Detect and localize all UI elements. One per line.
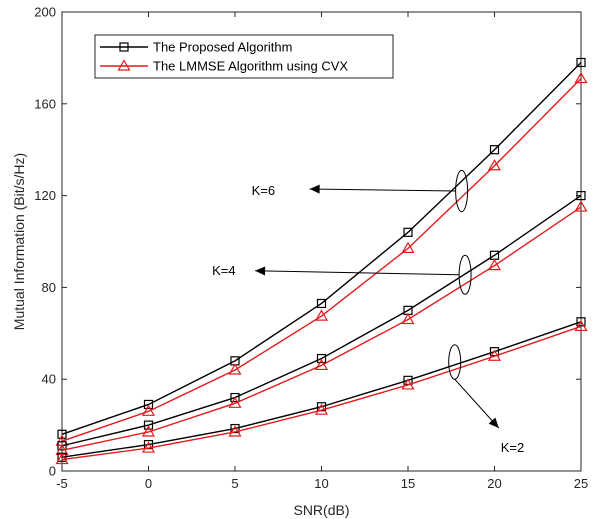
data-point <box>401 312 415 325</box>
data-point <box>314 309 329 321</box>
x-tick-label: 0 <box>145 476 152 491</box>
legend-item: The Proposed Algorithm <box>100 40 292 55</box>
data-point <box>228 425 242 437</box>
data-point <box>314 403 329 415</box>
y-tick-label: 40 <box>42 372 56 387</box>
x-tick-label: 5 <box>231 476 238 491</box>
legend-label: The Proposed Algorithm <box>153 40 292 55</box>
data-point <box>489 145 500 155</box>
series-line <box>61 325 582 461</box>
annotation-arrow-head <box>255 266 266 276</box>
x-tick-label: 20 <box>487 476 501 491</box>
data-point <box>228 363 242 375</box>
data-point <box>316 298 327 309</box>
annotation-label: K=2 <box>501 440 524 455</box>
data-point <box>316 353 327 364</box>
annotation-k6: K=6 <box>252 169 469 213</box>
series-k2-triangle <box>55 319 588 465</box>
legend: The Proposed Algorithm The LMMSE Algorith… <box>94 34 394 79</box>
data-point <box>228 396 242 408</box>
series-line <box>61 206 582 452</box>
data-point <box>141 404 156 416</box>
data-point <box>487 159 502 171</box>
series-line <box>61 195 582 447</box>
series-layer <box>55 57 588 465</box>
y-tick-label: 160 <box>34 96 56 111</box>
x-axis-label: SNR(dB) <box>293 502 349 518</box>
y-tick-label: 120 <box>34 188 56 203</box>
data-point <box>576 191 586 201</box>
series-k6-triangle <box>55 71 588 446</box>
data-point <box>576 57 586 68</box>
annotation-k4: K=4 <box>212 254 472 295</box>
group-ellipse <box>448 344 462 380</box>
y-axis-label: Mutual Information (Bit/s/Hz) <box>11 153 27 330</box>
series-line <box>61 78 582 442</box>
annotation-label: K=6 <box>252 183 276 198</box>
data-point <box>487 258 502 271</box>
legend-item: The LMMSE Algorithm using CVX <box>100 59 348 74</box>
annotation-layer: K=6 K=4 K=2 <box>212 169 524 455</box>
annotation-arrow-head <box>309 184 320 194</box>
data-point <box>574 200 588 212</box>
data-point <box>57 429 67 439</box>
y-tick-label: 0 <box>49 464 56 479</box>
x-tick-label: -5 <box>56 476 68 491</box>
data-point <box>141 441 156 453</box>
x-tick-label: 25 <box>574 476 588 491</box>
y-tick-label: 200 <box>34 5 56 20</box>
legend-box <box>94 34 394 79</box>
data-point <box>55 452 69 465</box>
annotation-arrow-head <box>488 417 499 428</box>
series-line <box>61 61 582 435</box>
y-tick-label: 80 <box>42 280 56 295</box>
data-point <box>401 241 415 253</box>
legend-marker <box>117 59 131 71</box>
annotation-arrow-line <box>255 270 460 276</box>
data-point <box>141 425 156 437</box>
data-point <box>143 399 154 410</box>
x-tick-label: 10 <box>314 476 328 491</box>
data-point <box>403 227 413 237</box>
series-k6-square <box>57 57 586 439</box>
legend-marker <box>119 42 129 52</box>
data-point <box>487 349 502 361</box>
data-point <box>576 317 586 327</box>
data-point <box>314 358 329 371</box>
annotation-label: K=4 <box>212 263 236 278</box>
x-tick-label: 15 <box>401 476 415 491</box>
annotation-k2: K=2 <box>448 344 524 455</box>
data-point <box>230 392 240 403</box>
data-point <box>574 71 588 84</box>
annotation-arrow-line <box>454 378 500 429</box>
legend-label: The LMMSE Algorithm using CVX <box>153 59 348 74</box>
data-point <box>143 420 154 430</box>
data-point <box>401 378 415 390</box>
annotation-arrow-line <box>309 188 456 192</box>
data-point <box>574 319 588 332</box>
